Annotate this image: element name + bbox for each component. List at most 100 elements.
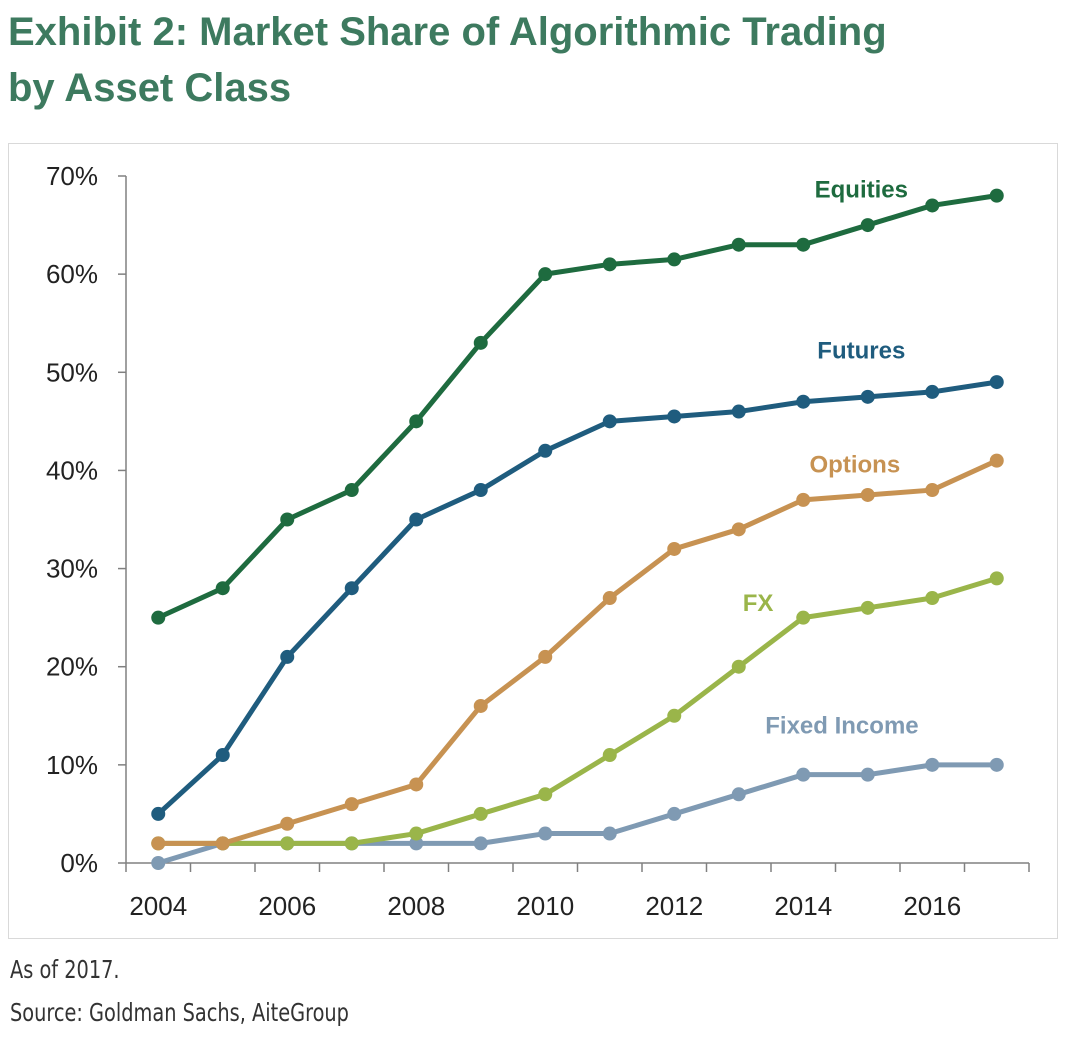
- data-point-options: [602, 591, 617, 606]
- data-point-equities: [344, 483, 359, 498]
- data-point-fx: [602, 748, 617, 763]
- data-point-fx: [860, 600, 875, 615]
- x-tick-label: 2014: [774, 891, 832, 921]
- series-line-fx: [155, 575, 1000, 846]
- data-point-fx: [731, 659, 746, 674]
- data-point-futures: [667, 409, 682, 424]
- y-tick-label: 40%: [46, 455, 98, 485]
- data-point-options: [925, 483, 940, 498]
- data-point-options: [280, 816, 295, 831]
- chart-title: Exhibit 2: Market Share of Algorithmic T…: [8, 4, 1048, 116]
- series-label-futures: Futures: [817, 338, 905, 365]
- data-point-options: [409, 777, 424, 792]
- x-tick-label: 2006: [258, 891, 316, 921]
- data-point-futures: [602, 414, 617, 429]
- data-point-options: [151, 836, 166, 851]
- data-point-fx: [280, 836, 295, 851]
- data-point-fixed-income: [796, 767, 811, 782]
- data-point-futures: [796, 394, 811, 409]
- y-tick-label: 50%: [46, 357, 98, 387]
- data-point-futures: [538, 443, 553, 458]
- data-point-fixed-income: [860, 767, 875, 782]
- data-point-fx: [409, 826, 424, 841]
- data-point-fixed-income: [731, 787, 746, 802]
- data-point-fx: [796, 610, 811, 625]
- data-point-fixed-income: [989, 757, 1004, 772]
- data-point-futures: [151, 806, 166, 821]
- data-point-fixed-income: [667, 806, 682, 821]
- series-fx: [151, 571, 1004, 851]
- data-point-fixed-income: [602, 826, 617, 841]
- data-point-equities: [151, 610, 166, 625]
- series-label-equities: Equities: [815, 177, 908, 204]
- y-tick-label: 70%: [46, 161, 98, 191]
- x-tick-label: 2012: [645, 891, 703, 921]
- series-labels: Equities Futures Options FX Fixed Income: [743, 177, 919, 740]
- data-point-fixed-income: [473, 836, 488, 851]
- data-point-equities: [280, 512, 295, 527]
- chart-title-line-2: by Asset Class: [8, 66, 292, 110]
- series-equities: [151, 188, 1004, 625]
- chart-frame: [8, 143, 1058, 939]
- data-point-futures: [473, 483, 488, 498]
- data-point-equities: [989, 188, 1004, 203]
- data-point-options: [731, 522, 746, 537]
- data-point-fx: [344, 836, 359, 851]
- data-point-equities: [860, 218, 875, 233]
- data-point-equities: [473, 335, 488, 350]
- data-point-fixed-income: [151, 856, 166, 870]
- axes: 0% 10% 20% 30% 40% 50% 60% 70% 2004 2006 2008 2010 2…: [46, 161, 1030, 921]
- data-point-equities: [538, 267, 553, 282]
- data-point-options: [344, 797, 359, 812]
- series-label-fx: FX: [743, 590, 774, 617]
- x-tick-label: 2008: [387, 891, 445, 921]
- series-label-options: Options: [810, 451, 901, 478]
- y-tick-label: 20%: [46, 652, 98, 682]
- series-line-equities: [155, 193, 1000, 621]
- series-line-futures: [155, 379, 1000, 817]
- data-point-options: [215, 836, 230, 851]
- data-point-futures: [280, 649, 295, 664]
- series-futures: [151, 375, 1004, 821]
- data-point-equities: [731, 237, 746, 252]
- series-lines: [151, 188, 1004, 870]
- data-point-fixed-income: [925, 757, 940, 772]
- data-point-futures: [731, 404, 746, 419]
- data-point-futures: [344, 581, 359, 596]
- data-point-fx: [473, 806, 488, 821]
- data-point-futures: [215, 748, 230, 763]
- x-tick-label: 2010: [516, 891, 574, 921]
- data-point-fixed-income: [538, 826, 553, 841]
- data-point-options: [473, 698, 488, 713]
- series-line-options: [155, 458, 1000, 846]
- data-point-options: [989, 453, 1004, 468]
- y-tick-label: 30%: [46, 554, 98, 584]
- data-point-futures: [409, 512, 424, 527]
- data-point-fx: [925, 591, 940, 606]
- data-point-equities: [796, 237, 811, 252]
- data-point-equities: [409, 414, 424, 429]
- chart-title-line-1: Exhibit 2: Market Share of Algorithmic T…: [8, 10, 887, 54]
- data-point-fx: [989, 571, 1004, 586]
- line-chart: 0% 10% 20% 30% 40% 50% 60% 70% 2004 2006 2008 2010 2…: [46, 161, 1030, 921]
- data-point-equities: [215, 581, 230, 596]
- y-tick-label: 60%: [46, 259, 98, 289]
- data-point-futures: [989, 375, 1004, 390]
- data-point-options: [667, 541, 682, 556]
- y-tick-label: 10%: [46, 750, 98, 780]
- source-note: Source: Goldman Sachs, AiteGroup: [10, 998, 349, 1027]
- data-point-equities: [925, 198, 940, 213]
- data-point-fixed-income: [409, 836, 424, 851]
- data-point-fx: [667, 708, 682, 723]
- data-point-futures: [925, 384, 940, 399]
- data-point-fx: [538, 787, 553, 802]
- data-point-options: [796, 492, 811, 507]
- as-of-note: As of 2017.: [10, 955, 120, 984]
- data-point-options: [538, 649, 553, 664]
- x-tick-label: 2016: [903, 891, 961, 921]
- data-point-options: [860, 487, 875, 502]
- y-tick-label: 0%: [60, 848, 98, 878]
- series-options: [151, 453, 1004, 851]
- x-tick-label: 2004: [129, 891, 187, 921]
- data-point-equities: [602, 257, 617, 272]
